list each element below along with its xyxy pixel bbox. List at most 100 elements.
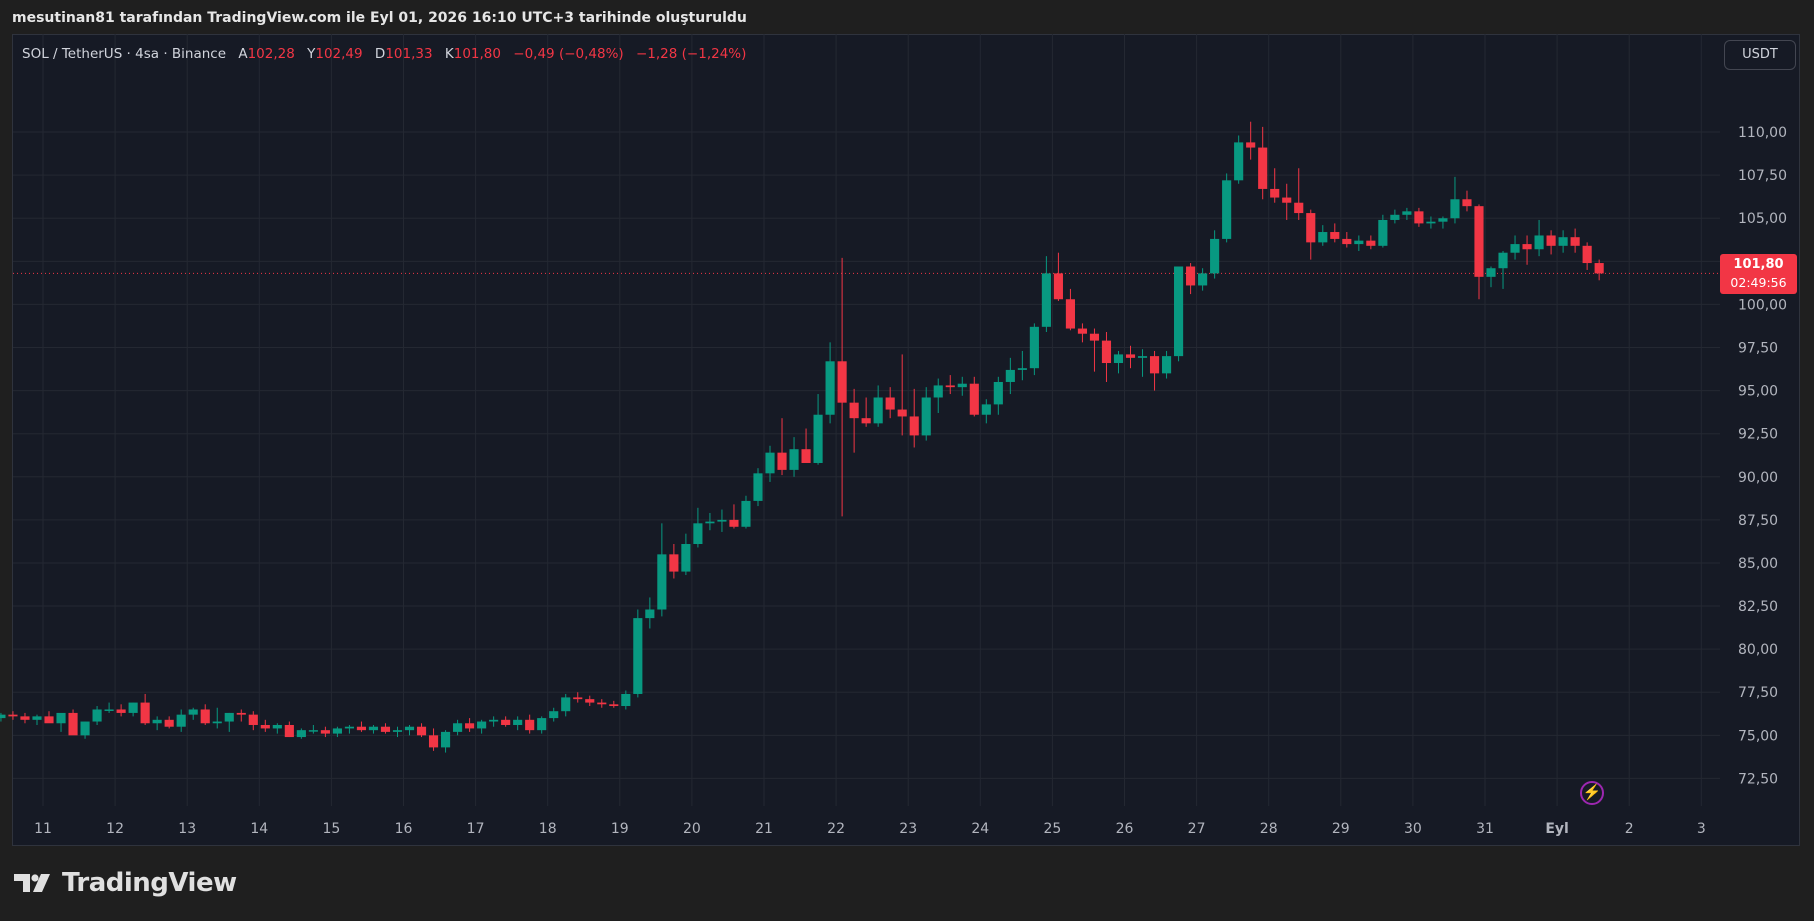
candle-body: [921, 397, 931, 436]
candle-body: [1342, 238, 1352, 245]
candle-body: [1137, 356, 1148, 358]
candle-body: [1186, 266, 1196, 286]
candle-body: [344, 726, 354, 729]
candle-body: [1053, 273, 1063, 300]
candle-body: [200, 709, 210, 724]
currency-button[interactable]: USDT: [1724, 40, 1796, 70]
candle-body: [453, 723, 463, 732]
symbol-title[interactable]: SOL / TetherUS · 4sa · Binance: [22, 46, 227, 62]
candle-body: [837, 361, 847, 403]
candle-body: [440, 731, 451, 748]
candle-body: [1113, 354, 1124, 364]
x-tick-label: 21: [755, 821, 773, 837]
y-tick-label: 80,00: [1738, 642, 1778, 658]
candle-body: [104, 709, 114, 711]
candle-body: [585, 699, 595, 703]
chart-frame[interactable]: [12, 34, 1800, 846]
candle-body: [224, 712, 234, 722]
change-value: −0,49 (−0,48%): [513, 46, 624, 62]
symbol-legend: SOL / TetherUS · 4sa · Binance A102,28 Y…: [22, 46, 746, 62]
candle-body: [8, 714, 18, 717]
candle-body: [1462, 199, 1472, 207]
candle-body: [1450, 199, 1460, 219]
y-tick-label: 107,50: [1738, 168, 1787, 184]
y-tick-label: 105,00: [1738, 211, 1787, 227]
candle-body: [705, 521, 715, 524]
candle-body: [969, 383, 979, 415]
candle-body: [188, 709, 198, 715]
candle-body: [1474, 206, 1484, 277]
candle-body: [1438, 218, 1448, 222]
candle-body: [1065, 299, 1075, 329]
candle-body: [729, 519, 739, 527]
candle-body: [116, 709, 126, 713]
candle-body: [20, 716, 30, 720]
candle-body: [140, 702, 150, 724]
y-tick-label: 72,50: [1738, 771, 1778, 787]
x-tick-label: 22: [827, 821, 845, 837]
candle-body: [32, 716, 42, 720]
x-tick-label: 19: [611, 821, 629, 837]
candle-body: [1089, 333, 1100, 341]
candle-body: [68, 712, 78, 736]
candle-body: [356, 726, 367, 731]
candle-body: [1426, 221, 1436, 224]
candle-body: [308, 730, 318, 732]
candle-body: [573, 697, 583, 700]
y-tick-label: 82,50: [1738, 599, 1778, 615]
candle-body: [164, 719, 174, 727]
candle-body: [609, 704, 619, 707]
close-label: K: [444, 46, 454, 62]
y-tick-label: 92,50: [1738, 427, 1778, 443]
candle-body: [1510, 244, 1520, 253]
candle-body: [1077, 328, 1088, 334]
candle-body: [1222, 180, 1232, 239]
candle-body: [1258, 147, 1268, 189]
candle-body: [537, 718, 547, 731]
candle-body: [1498, 252, 1508, 269]
x-tick-label: 17: [467, 821, 485, 837]
candle-body: [1546, 235, 1556, 246]
candle-body: [92, 709, 102, 722]
candle-body: [284, 724, 294, 738]
candle-body: [212, 721, 222, 724]
candle-body: [525, 719, 535, 731]
candle-body: [248, 714, 258, 725]
change-value-2: −1,28 (−1,24%): [635, 46, 747, 62]
candle-body: [933, 385, 943, 398]
x-tick-label: 31: [1476, 821, 1494, 837]
candle-body: [1402, 211, 1412, 215]
candle-body: [56, 712, 66, 724]
candle-body: [561, 697, 571, 712]
open-label: A: [238, 46, 248, 62]
y-tick-label: 90,00: [1738, 470, 1778, 486]
y-tick-label: 75,00: [1738, 728, 1778, 744]
candle-body: [1246, 142, 1256, 148]
x-tick-label: 24: [971, 821, 989, 837]
candle-body: [669, 554, 679, 572]
candle-body: [885, 397, 895, 410]
x-tick-label: 30: [1404, 821, 1422, 837]
candle-body: [260, 724, 270, 729]
y-tick-label: 110,00: [1738, 125, 1787, 141]
candle-body: [993, 381, 1003, 405]
candle-body: [1282, 197, 1292, 203]
lightning-icon[interactable]: ⚡: [1580, 781, 1604, 805]
tradingview-logo-icon: [14, 874, 50, 892]
y-tick-label: 77,50: [1738, 685, 1778, 701]
last-price-tag: 101,80 02:49:56: [1720, 254, 1797, 294]
low-label: D: [374, 46, 386, 62]
candle-body: [645, 609, 655, 619]
candle-body: [1582, 245, 1592, 264]
candle-body: [1210, 238, 1220, 274]
y-tick-label: 97,50: [1738, 341, 1778, 357]
candle-body: [765, 452, 775, 474]
candle-body: [404, 726, 415, 731]
x-tick-label: 27: [1188, 821, 1206, 837]
candle-body: [981, 404, 991, 415]
candle-body: [897, 409, 907, 417]
candle-body: [621, 693, 631, 707]
candle-body: [1486, 268, 1496, 277]
candle-body: [1378, 219, 1388, 246]
